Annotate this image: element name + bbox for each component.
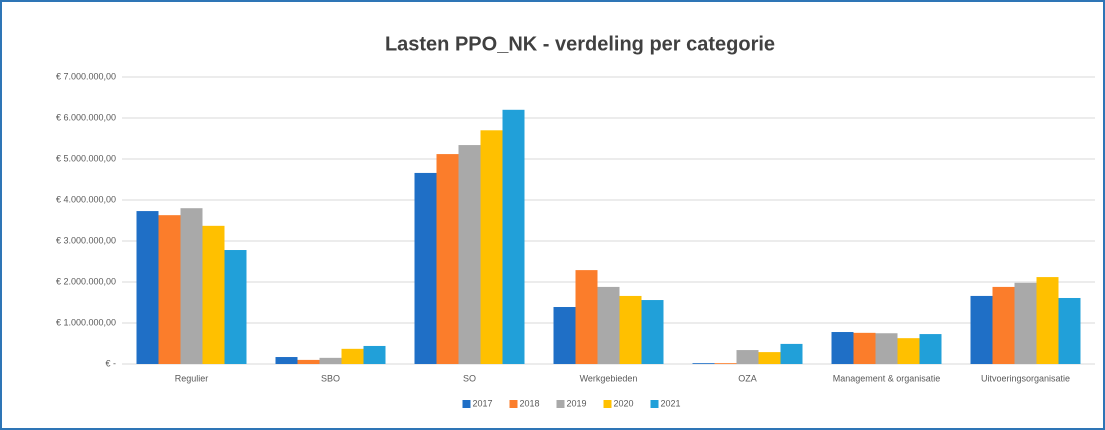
- x-tick-label: SBO: [321, 373, 340, 383]
- legend-swatch: [462, 400, 471, 408]
- bar: [897, 338, 920, 364]
- chart-title: Lasten PPO_NK - verdeling per categorie: [385, 33, 775, 55]
- legend-label: 2019: [567, 398, 587, 408]
- legend-label: 2018: [520, 398, 540, 408]
- y-tick-label: € 1.000.000,00: [56, 317, 116, 327]
- bar: [341, 348, 364, 364]
- legend-label: 2020: [614, 398, 634, 408]
- bar: [319, 357, 342, 364]
- bar: [641, 300, 664, 364]
- bar: [736, 350, 759, 364]
- x-tick-label: SO: [463, 373, 476, 383]
- x-tick-label: Management & organisatie: [833, 373, 941, 383]
- bar: [780, 343, 803, 364]
- legend-swatch: [556, 400, 565, 408]
- bar: [714, 363, 737, 364]
- x-tick-label: OZA: [738, 373, 757, 383]
- bar: [1014, 282, 1037, 364]
- y-tick-label: € 7.000.000,00: [56, 71, 116, 81]
- x-tick-label: Uitvoeringsorganisatie: [981, 373, 1070, 383]
- bar: [875, 333, 898, 364]
- bar: [853, 332, 876, 364]
- bar: [692, 363, 715, 364]
- bar: [1058, 297, 1081, 364]
- y-tick-label: € 3.000.000,00: [56, 235, 116, 245]
- x-tick-label: Regulier: [175, 373, 209, 383]
- x-tick-label: Werkgebieden: [580, 373, 638, 383]
- bar: [297, 359, 320, 364]
- bar: [992, 286, 1015, 364]
- bar: [158, 215, 181, 364]
- bar: [758, 352, 781, 364]
- bar: [831, 332, 854, 364]
- y-tick-label: € 5.000.000,00: [56, 153, 116, 163]
- y-tick-label: € 2.000.000,00: [56, 276, 116, 286]
- bar: [480, 130, 503, 364]
- bar: [502, 109, 525, 364]
- bar: [458, 145, 481, 364]
- bar: [202, 225, 225, 364]
- bar: [597, 286, 620, 364]
- bar: [970, 295, 993, 364]
- legend-swatch: [603, 400, 612, 408]
- bar: [275, 357, 298, 364]
- bar: [575, 270, 598, 364]
- legend-label: 2021: [661, 398, 681, 408]
- legend-swatch: [509, 400, 518, 408]
- bar: [414, 172, 437, 364]
- y-tick-label: € -: [105, 358, 116, 368]
- bar: [1036, 277, 1059, 364]
- bar: [363, 345, 386, 364]
- bar: [136, 211, 159, 364]
- bar: [553, 307, 576, 364]
- bar: [180, 208, 203, 364]
- legend-swatch: [650, 400, 659, 408]
- bar: [224, 250, 247, 364]
- bar: [436, 154, 459, 364]
- legend-label: 2017: [473, 398, 493, 408]
- bar: [919, 334, 942, 364]
- y-tick-label: € 4.000.000,00: [56, 194, 116, 204]
- bar: [619, 295, 642, 364]
- y-tick-label: € 6.000.000,00: [56, 112, 116, 122]
